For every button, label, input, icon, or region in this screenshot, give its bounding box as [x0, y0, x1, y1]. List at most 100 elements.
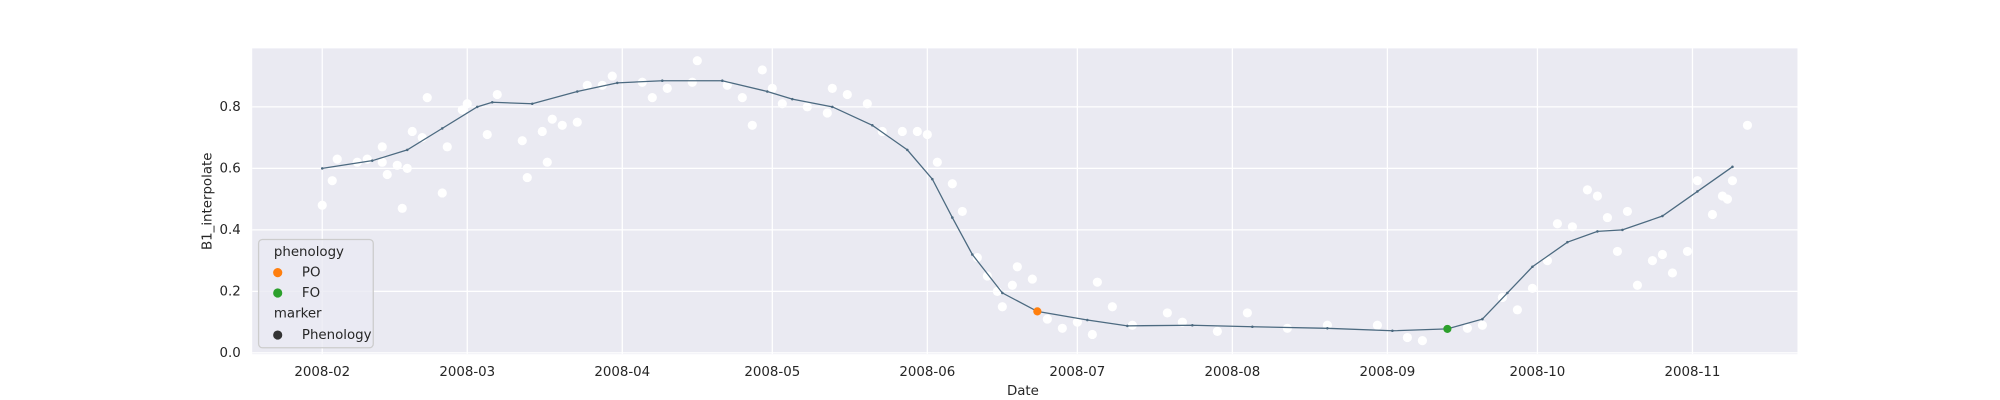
data-point	[912, 126, 922, 137]
data-point	[1647, 256, 1658, 266]
x-tick-label: 2008-08	[1204, 365, 1260, 380]
plot-area	[252, 48, 1798, 355]
data-point	[932, 157, 942, 167]
line-vertex	[1001, 291, 1004, 295]
data-point	[1057, 323, 1067, 333]
data-point	[317, 200, 327, 210]
data-point	[397, 203, 407, 213]
x-tick-label: 2008-09	[1359, 365, 1415, 380]
data-point	[1602, 212, 1613, 223]
data-point	[747, 120, 757, 130]
data-point	[377, 142, 387, 152]
data-point	[687, 77, 697, 87]
data-point	[1107, 302, 1117, 312]
line-vertex	[1531, 265, 1534, 269]
data-point	[862, 99, 872, 109]
data-point	[1727, 176, 1738, 186]
line-vertex	[1126, 324, 1129, 328]
data-point	[537, 126, 547, 137]
line-vertex	[616, 81, 619, 85]
data-point	[1372, 320, 1382, 330]
x-tick-label: 2008-06	[899, 365, 955, 380]
line-vertex	[320, 167, 324, 170]
line-vertex	[831, 105, 834, 109]
data-point	[692, 56, 702, 66]
y-tick-label: 0.0	[220, 346, 241, 361]
data-point	[1177, 317, 1187, 327]
data-point	[1622, 206, 1633, 217]
data-point	[462, 99, 472, 109]
line-vertex	[1596, 230, 1599, 233]
line-vertex	[1731, 165, 1734, 169]
data-point	[1552, 219, 1563, 229]
data-point	[802, 102, 812, 112]
line-vertex	[576, 90, 579, 93]
data-point	[1027, 274, 1037, 284]
line-vertex	[1621, 228, 1624, 232]
data-point	[1417, 336, 1427, 346]
data-point	[482, 129, 492, 140]
data-point	[597, 80, 607, 90]
data-point	[842, 89, 852, 100]
x-tick-label: 2008-07	[1049, 365, 1105, 380]
data-point	[1072, 317, 1082, 327]
line-vertex	[1191, 323, 1194, 327]
data-point	[827, 83, 837, 93]
legend-label: PO	[302, 266, 321, 281]
legend-box	[257, 238, 374, 349]
data-point	[542, 157, 552, 167]
data-point	[1242, 308, 1252, 318]
line-vertex	[1506, 291, 1509, 295]
data-point	[437, 188, 447, 198]
x-tick-label: 2008-04	[594, 365, 650, 380]
line-vertex	[791, 97, 794, 101]
data-point	[377, 157, 387, 167]
data-point	[457, 105, 467, 115]
data-point	[1092, 277, 1102, 287]
line-vertex	[1086, 318, 1089, 322]
data-point	[1612, 246, 1623, 256]
data-point	[1692, 176, 1703, 186]
line-vertex	[951, 216, 954, 219]
y-tick-label: 0.8	[220, 100, 241, 115]
data-point	[392, 160, 402, 170]
data-point	[517, 136, 527, 146]
line-vertex	[971, 253, 974, 256]
data-point	[1477, 320, 1487, 330]
data-point	[982, 271, 992, 281]
line-vertex	[871, 124, 874, 127]
data-point	[402, 163, 412, 173]
data-point	[822, 108, 832, 118]
data-point	[662, 83, 672, 93]
data-point	[1007, 280, 1017, 290]
data-point	[1162, 308, 1172, 318]
data-point	[382, 169, 392, 180]
data-point	[422, 93, 432, 103]
data-point	[972, 252, 982, 263]
line-vertex	[1391, 329, 1394, 333]
data-point	[332, 154, 342, 164]
data-point	[767, 83, 777, 93]
y-axis-label: B1_interpolate	[201, 153, 216, 250]
data-point	[1567, 222, 1578, 232]
x-tick-label: 2008-02	[294, 365, 350, 380]
legend-marker	[273, 288, 283, 298]
line-vertex	[440, 127, 444, 130]
data-point	[947, 179, 957, 189]
data-point	[442, 142, 452, 152]
data-point	[1667, 268, 1678, 278]
data-point	[957, 206, 967, 217]
data-point	[777, 99, 787, 109]
x-tick-label: 2008-05	[744, 365, 800, 380]
line-vertex	[906, 148, 909, 152]
line-vertex	[1251, 325, 1254, 329]
data-point	[547, 114, 557, 124]
line-vertex	[475, 105, 479, 109]
data-point	[1012, 262, 1022, 272]
data-point	[1742, 120, 1753, 130]
y-tick-label: 0.6	[220, 161, 241, 176]
line-vertex	[530, 102, 534, 106]
line-vertex	[661, 79, 664, 82]
data-point	[1322, 320, 1332, 330]
